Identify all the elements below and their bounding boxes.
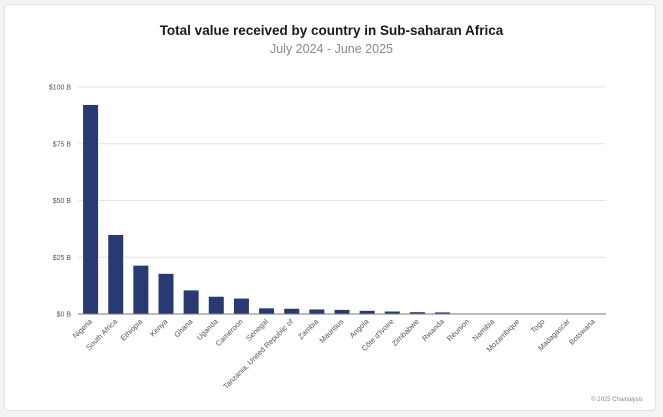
copyright-footer: © 2025 Chainalysis: [591, 397, 643, 403]
bar-south-africa: [108, 235, 124, 314]
x-tick-label: Ghana: [172, 316, 195, 339]
gridlines: [78, 86, 606, 258]
x-tick-label: Angola: [348, 316, 371, 339]
x-tick-label: Zimbabwe: [390, 317, 421, 348]
y-tick-label: $75 B: [53, 141, 72, 148]
bar-mauritius: [334, 309, 350, 314]
bar-senegal: [259, 308, 275, 314]
x-tick-label: Ethiopia: [119, 316, 145, 342]
y-tick-label: $25 B: [53, 255, 72, 262]
x-tick-label: Botswana: [567, 316, 597, 346]
bar-angola: [359, 310, 375, 314]
chart-card: [4, 4, 656, 411]
x-tick-label: Kenya: [148, 316, 170, 338]
y-axis-ticks: $0 B $25 B $50 B $75 B $100 B: [49, 85, 72, 319]
bar-zimbabwe: [409, 312, 425, 314]
bar-zambia: [309, 309, 325, 314]
bar-uganda: [208, 296, 224, 314]
bars: [83, 104, 451, 314]
chart-subtitle: July 2024 - June 2025: [269, 42, 393, 56]
bar-c-te-d-ivoire: [384, 311, 400, 314]
bar-rwanda: [435, 312, 451, 314]
x-tick-label: Cameroon: [214, 317, 245, 348]
x-tick-label: Réunion: [445, 317, 471, 343]
x-tick-label: Rwanda: [420, 316, 446, 342]
bar-tanzania-united-republic-of: [284, 308, 300, 314]
bar-ghana: [183, 290, 199, 314]
bar-ethiopia: [133, 265, 149, 314]
bar-cameroon: [233, 298, 249, 314]
x-tick-label: Nigeria: [71, 316, 95, 340]
chart-title: Total value received by country in Sub-s…: [159, 23, 504, 38]
x-tick-label: Mauritius: [318, 317, 346, 345]
y-tick-label: $50 B: [53, 198, 72, 205]
bar-kenya: [158, 273, 174, 314]
bar-nigeria: [83, 104, 99, 314]
y-tick-label: $0 B: [57, 312, 72, 319]
x-tick-label: Togo: [529, 317, 547, 335]
x-tick-label: Zambia: [296, 316, 321, 341]
y-tick-label: $100 B: [49, 85, 72, 92]
